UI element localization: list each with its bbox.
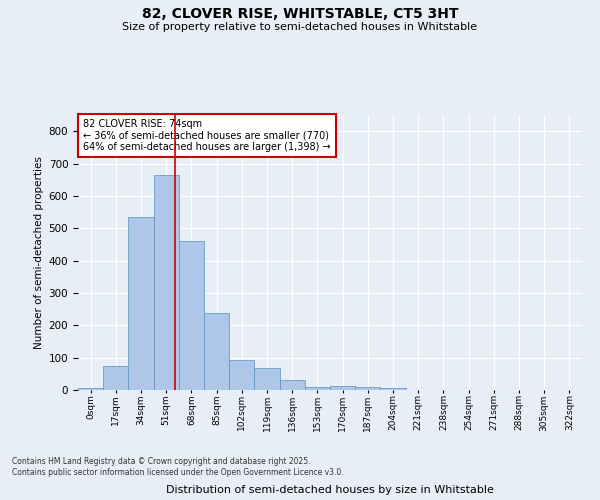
- Text: Size of property relative to semi-detached houses in Whitstable: Size of property relative to semi-detach…: [122, 22, 478, 32]
- Bar: [330, 386, 355, 390]
- Text: 82 CLOVER RISE: 74sqm
← 36% of semi-detached houses are smaller (770)
64% of sem: 82 CLOVER RISE: 74sqm ← 36% of semi-deta…: [83, 119, 331, 152]
- Bar: [78, 388, 103, 390]
- Bar: [204, 314, 229, 390]
- Text: Contains HM Land Registry data © Crown copyright and database right 2025.
Contai: Contains HM Land Registry data © Crown c…: [12, 458, 344, 477]
- Bar: [280, 380, 305, 390]
- Y-axis label: Number of semi-detached properties: Number of semi-detached properties: [34, 156, 44, 349]
- Bar: [103, 366, 128, 390]
- Bar: [128, 217, 154, 390]
- Bar: [305, 387, 330, 390]
- Bar: [179, 241, 204, 390]
- Text: Distribution of semi-detached houses by size in Whitstable: Distribution of semi-detached houses by …: [166, 485, 494, 495]
- Bar: [355, 388, 380, 390]
- Text: 82, CLOVER RISE, WHITSTABLE, CT5 3HT: 82, CLOVER RISE, WHITSTABLE, CT5 3HT: [142, 8, 458, 22]
- Bar: [380, 388, 406, 390]
- Bar: [229, 360, 254, 390]
- Bar: [254, 368, 280, 390]
- Bar: [154, 175, 179, 390]
